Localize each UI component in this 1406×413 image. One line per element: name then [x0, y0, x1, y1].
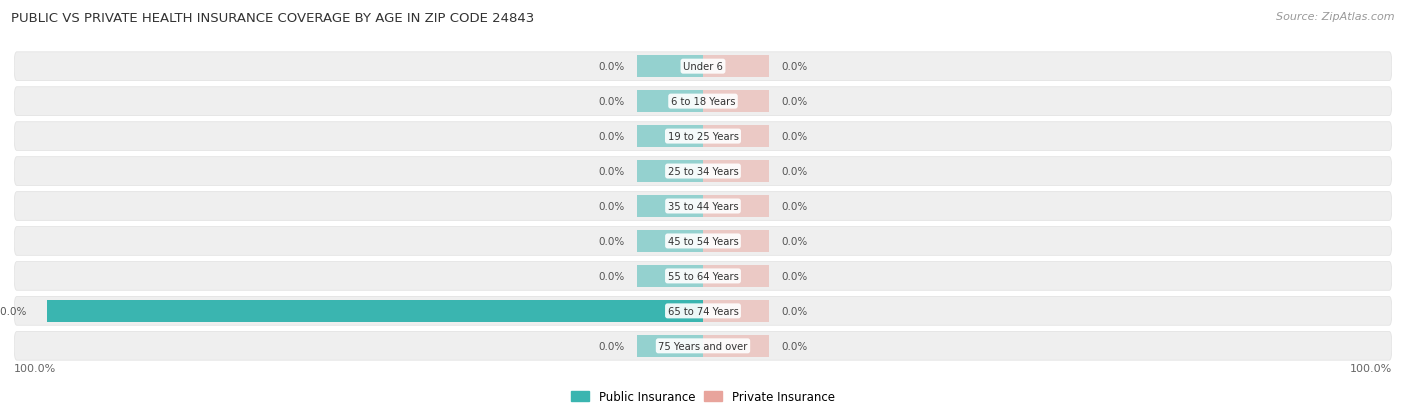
- Text: 100.0%: 100.0%: [14, 363, 56, 373]
- Text: 0.0%: 0.0%: [598, 202, 624, 211]
- Bar: [703, 196, 769, 217]
- Legend: Public Insurance, Private Insurance: Public Insurance, Private Insurance: [567, 385, 839, 408]
- Text: 100.0%: 100.0%: [1350, 363, 1392, 373]
- FancyBboxPatch shape: [14, 157, 1392, 186]
- Bar: [46, 300, 703, 322]
- FancyBboxPatch shape: [14, 332, 1392, 360]
- Text: 0.0%: 0.0%: [782, 341, 808, 351]
- Text: 35 to 44 Years: 35 to 44 Years: [668, 202, 738, 211]
- FancyBboxPatch shape: [14, 192, 1392, 221]
- Text: 0.0%: 0.0%: [598, 341, 624, 351]
- Bar: [703, 91, 769, 113]
- Text: PUBLIC VS PRIVATE HEALTH INSURANCE COVERAGE BY AGE IN ZIP CODE 24843: PUBLIC VS PRIVATE HEALTH INSURANCE COVER…: [11, 12, 534, 25]
- Text: 0.0%: 0.0%: [782, 97, 808, 107]
- Bar: [703, 266, 769, 287]
- Text: Source: ZipAtlas.com: Source: ZipAtlas.com: [1277, 12, 1395, 22]
- Text: 0.0%: 0.0%: [782, 132, 808, 142]
- Bar: [703, 335, 769, 357]
- FancyBboxPatch shape: [14, 122, 1392, 151]
- Text: 100.0%: 100.0%: [0, 306, 27, 316]
- Bar: [637, 266, 703, 287]
- Text: 25 to 34 Years: 25 to 34 Years: [668, 166, 738, 177]
- FancyBboxPatch shape: [14, 262, 1392, 291]
- Text: 65 to 74 Years: 65 to 74 Years: [668, 306, 738, 316]
- Bar: [637, 230, 703, 252]
- Text: 0.0%: 0.0%: [782, 202, 808, 211]
- Text: 75 Years and over: 75 Years and over: [658, 341, 748, 351]
- Text: 45 to 54 Years: 45 to 54 Years: [668, 236, 738, 247]
- Text: 0.0%: 0.0%: [598, 236, 624, 247]
- Bar: [703, 300, 769, 322]
- Text: 0.0%: 0.0%: [598, 132, 624, 142]
- FancyBboxPatch shape: [14, 227, 1392, 256]
- Text: 55 to 64 Years: 55 to 64 Years: [668, 271, 738, 281]
- Text: 0.0%: 0.0%: [782, 306, 808, 316]
- Bar: [703, 126, 769, 147]
- Text: 0.0%: 0.0%: [782, 236, 808, 247]
- Bar: [637, 161, 703, 183]
- FancyBboxPatch shape: [14, 88, 1392, 116]
- Text: 0.0%: 0.0%: [782, 166, 808, 177]
- Text: 19 to 25 Years: 19 to 25 Years: [668, 132, 738, 142]
- FancyBboxPatch shape: [14, 53, 1392, 81]
- Bar: [637, 91, 703, 113]
- Text: Under 6: Under 6: [683, 62, 723, 72]
- Bar: [703, 56, 769, 78]
- Bar: [703, 161, 769, 183]
- Text: 6 to 18 Years: 6 to 18 Years: [671, 97, 735, 107]
- Bar: [637, 335, 703, 357]
- Bar: [637, 56, 703, 78]
- Bar: [637, 126, 703, 147]
- Text: 0.0%: 0.0%: [598, 271, 624, 281]
- Text: 0.0%: 0.0%: [782, 271, 808, 281]
- Bar: [637, 196, 703, 217]
- Bar: [703, 230, 769, 252]
- Text: 0.0%: 0.0%: [598, 62, 624, 72]
- Text: 0.0%: 0.0%: [598, 166, 624, 177]
- Text: 0.0%: 0.0%: [782, 62, 808, 72]
- FancyBboxPatch shape: [14, 297, 1392, 325]
- Text: 0.0%: 0.0%: [598, 97, 624, 107]
